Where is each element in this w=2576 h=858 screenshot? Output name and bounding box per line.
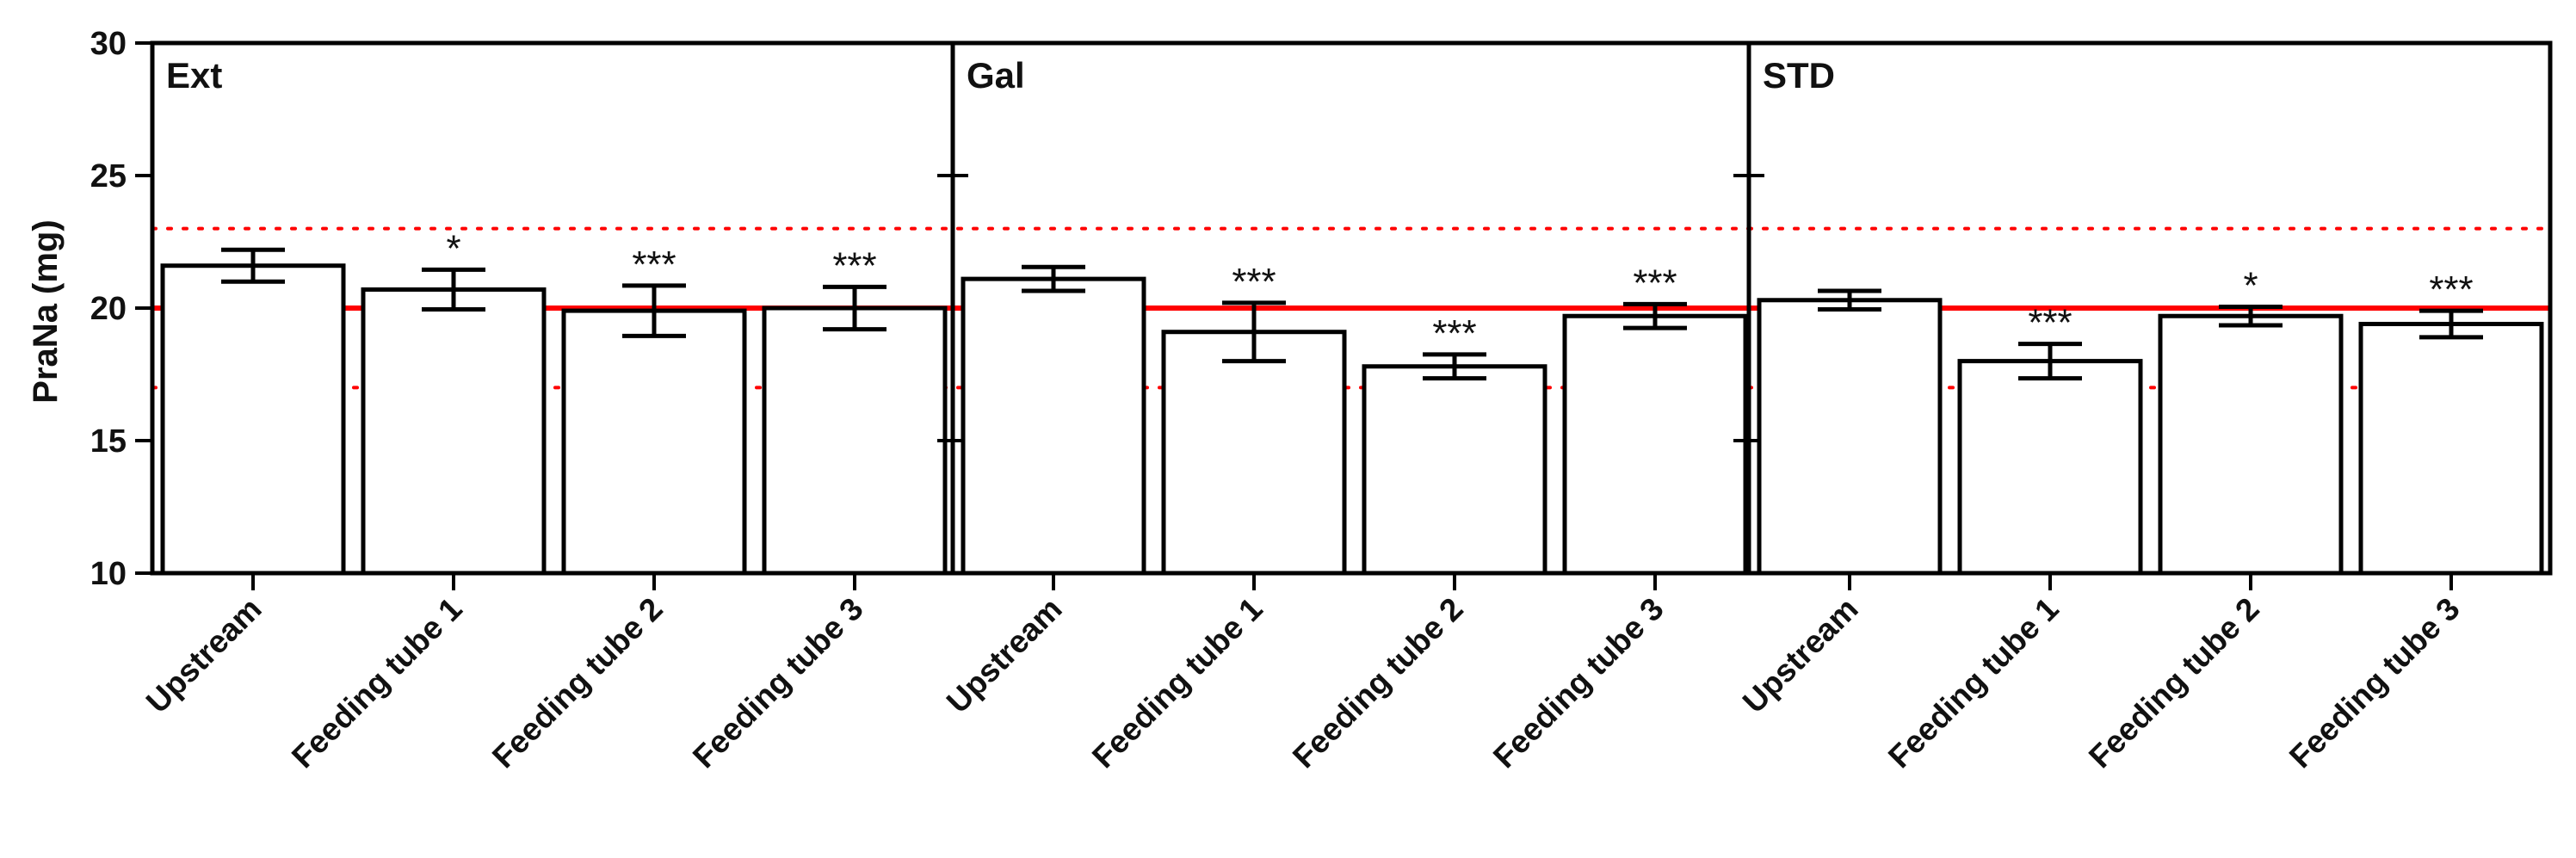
- bar: [1757, 298, 1943, 576]
- category-label: Feeding tube 3: [686, 591, 870, 775]
- significance-label: ***: [832, 244, 876, 287]
- bar: [2358, 321, 2544, 576]
- category-label: Upstream: [940, 591, 1069, 720]
- y-tick-label: 25: [90, 158, 127, 194]
- category-label: Upstream: [1736, 591, 1865, 720]
- bar: [1362, 364, 1547, 576]
- plot-area: 10 15 20 25 30 Ext Upstream * Feeding tube 1 *** F…: [90, 26, 2553, 775]
- y-tick-label: 30: [90, 26, 127, 62]
- y-tick-label: 15: [90, 423, 127, 460]
- bar: [160, 263, 346, 576]
- bar: [361, 287, 547, 576]
- significance-label: *: [446, 227, 460, 269]
- category-label: Feeding tube 1: [285, 591, 469, 775]
- bar: [961, 276, 1146, 576]
- bar: [561, 308, 747, 576]
- significance-label: ***: [1633, 262, 1677, 304]
- panel-label-gal: Gal: [967, 55, 1025, 96]
- y-tick-label: 20: [90, 291, 127, 327]
- category-label: Upstream: [139, 591, 269, 720]
- significance-label: ***: [2028, 302, 2072, 344]
- bar: [1562, 313, 1748, 576]
- y-tick-label: 10: [90, 556, 127, 592]
- category-label: Feeding tube 3: [1486, 591, 1671, 775]
- significance-label: ***: [2429, 269, 2473, 311]
- category-label: Feeding tube 2: [1286, 591, 1470, 775]
- bar: [1161, 330, 1347, 576]
- significance-label: *: [2243, 264, 2258, 306]
- category-label: Feeding tube 2: [485, 591, 670, 775]
- significance-label: ***: [632, 244, 676, 286]
- panel-label-std: STD: [1763, 55, 1835, 96]
- bar: [2158, 313, 2344, 576]
- significance-label: ***: [1232, 261, 1276, 303]
- significance-label: ***: [1432, 312, 1476, 355]
- category-label: Feeding tube 3: [2283, 591, 2467, 775]
- panel-label-ext: Ext: [166, 55, 222, 96]
- category-label: Feeding tube 1: [1085, 591, 1269, 775]
- plot-frame: [150, 40, 2553, 576]
- y-axis-title: PraNa (mg): [27, 219, 65, 403]
- category-label: Feeding tube 2: [2082, 591, 2266, 775]
- bar: [762, 306, 948, 576]
- bar: [1957, 359, 2143, 576]
- category-label: Feeding tube 1: [1881, 591, 2066, 775]
